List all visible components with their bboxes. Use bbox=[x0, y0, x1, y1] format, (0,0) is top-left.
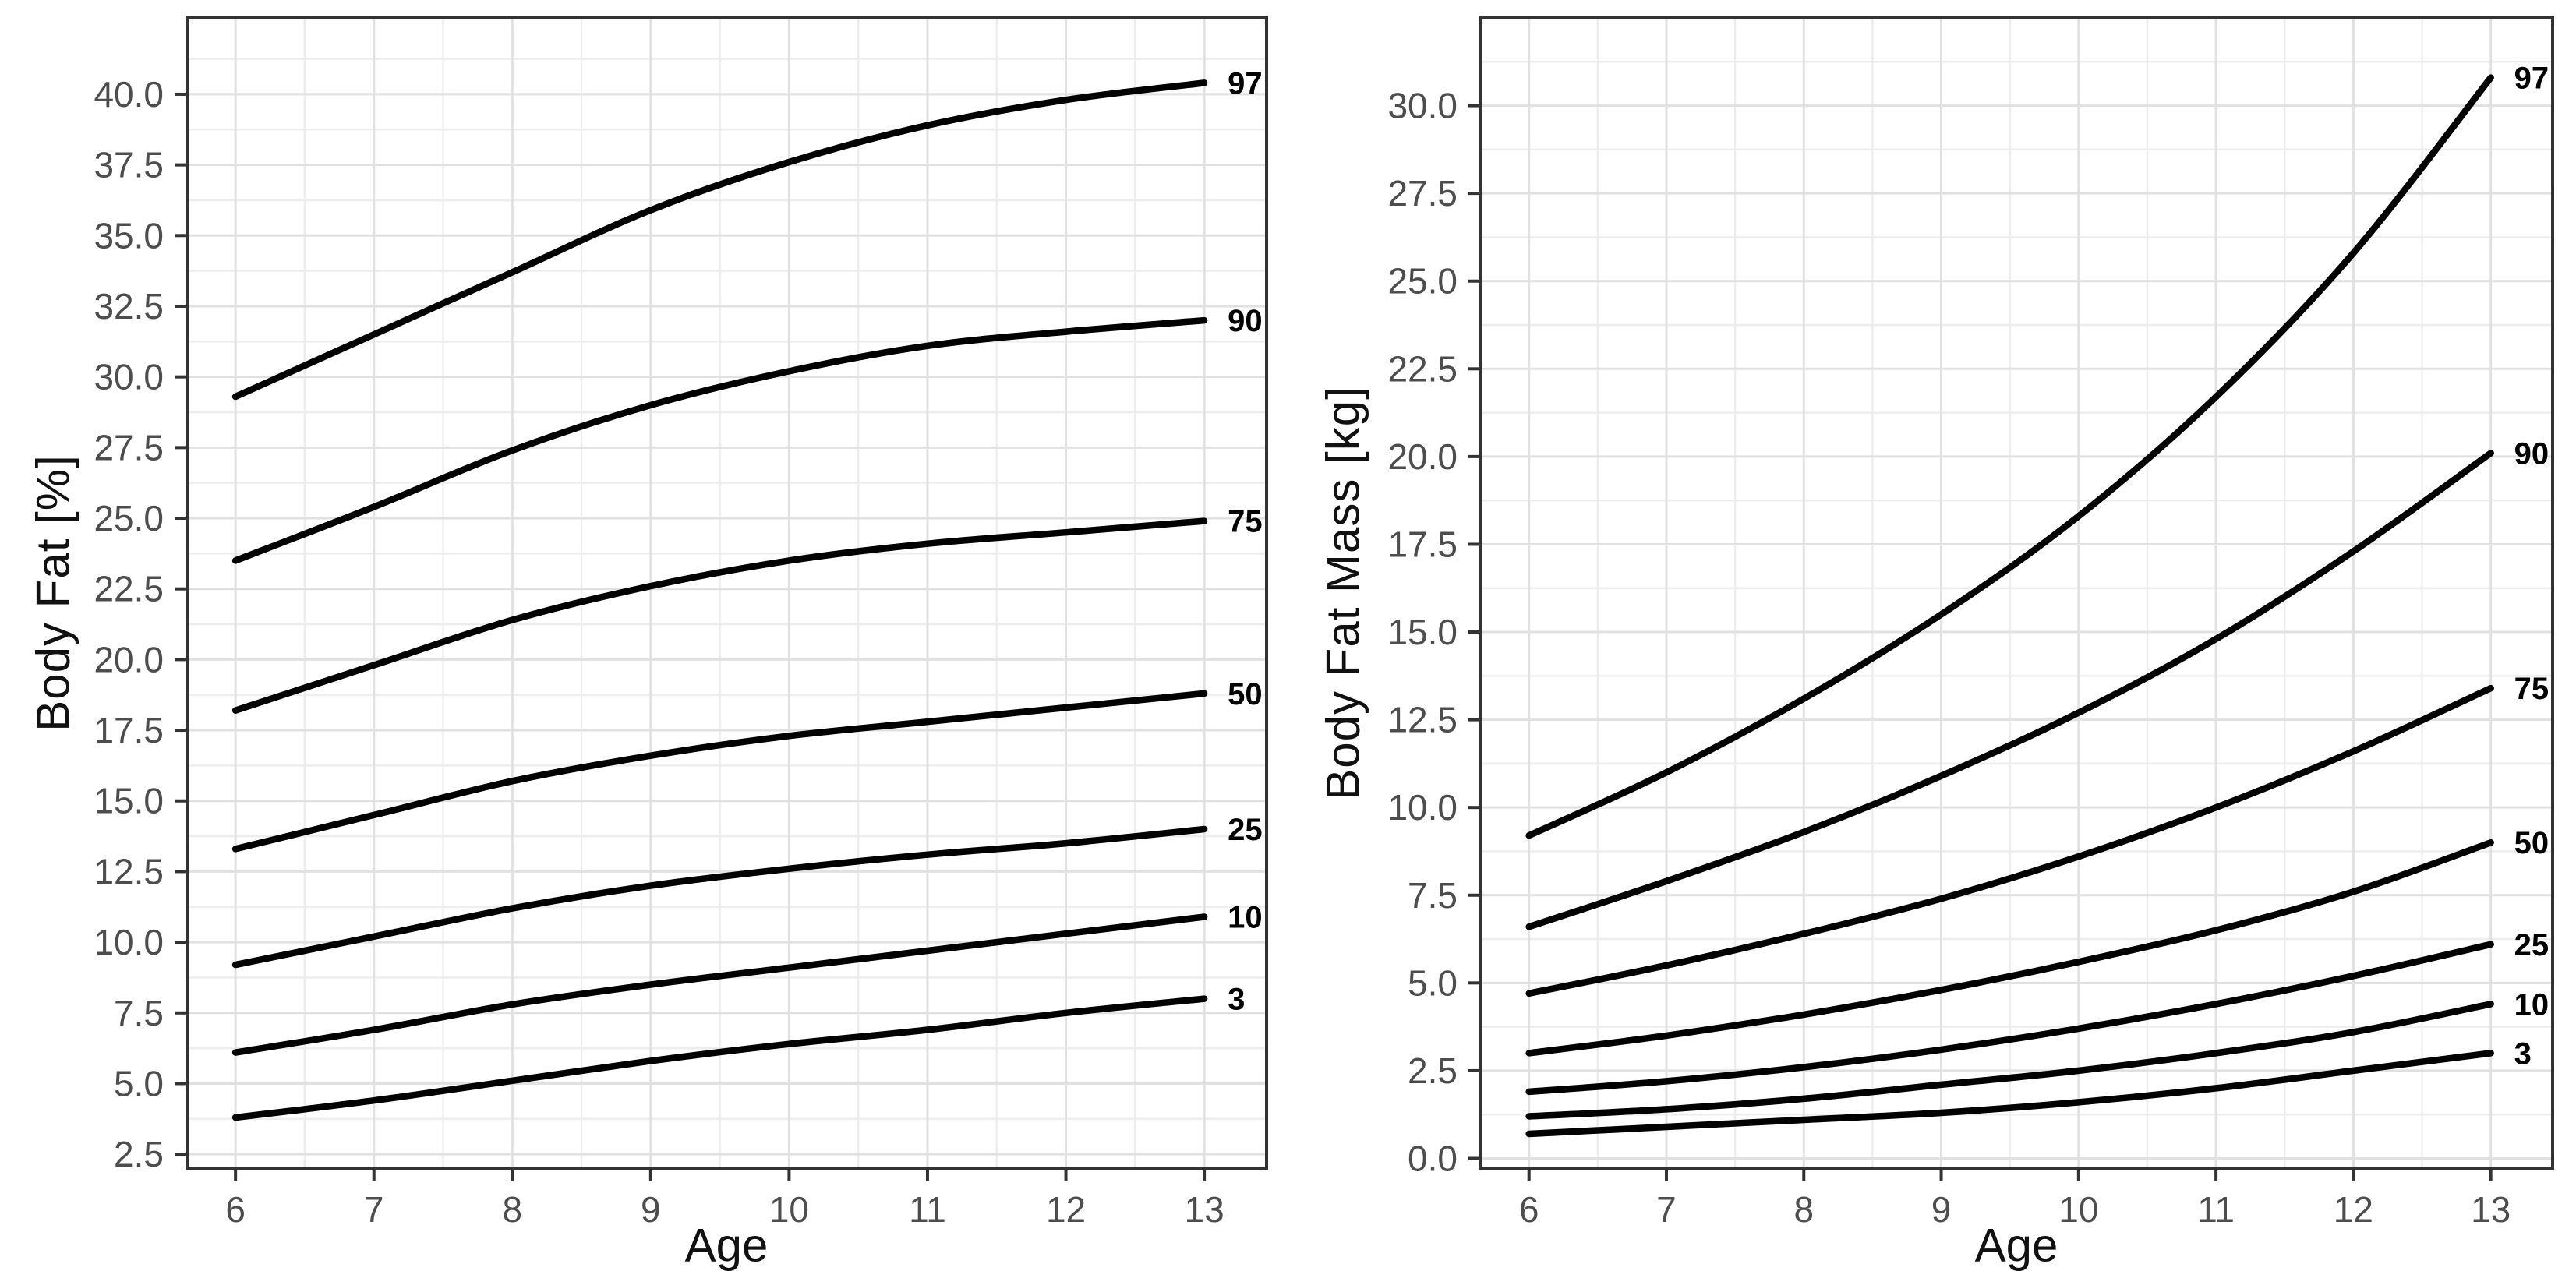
y-tick-label: 5.0 bbox=[1408, 962, 1458, 1003]
percentile-curve-97 bbox=[1525, 74, 2494, 839]
curve-label-75: 75 bbox=[1228, 505, 1263, 539]
body-fat-percent-plot-svg: 97907550251032.55.07.510.012.515.017.520… bbox=[94, 16, 1268, 1230]
y-tick-label: 20.0 bbox=[1387, 436, 1458, 477]
y-tick-label: 27.5 bbox=[1387, 173, 1458, 214]
curve-label-50: 50 bbox=[2514, 826, 2549, 860]
x-tick-label: 10 bbox=[769, 1189, 809, 1230]
curve-label-3: 3 bbox=[1228, 983, 1245, 1017]
percentile-curve-50 bbox=[1525, 839, 2494, 1057]
y-axis-title: Body Fat [%] bbox=[27, 454, 80, 732]
y-tick-label: 30.0 bbox=[1387, 86, 1458, 126]
x-tick-label: 7 bbox=[1656, 1189, 1677, 1230]
percentile-curve-3 bbox=[231, 995, 1208, 1121]
curve-label-75: 75 bbox=[2514, 672, 2549, 706]
percentile-curve-97 bbox=[231, 79, 1208, 401]
panel-border bbox=[1479, 16, 2554, 1170]
x-tick-label: 10 bbox=[2058, 1189, 2098, 1230]
y-tick-label: 20.0 bbox=[94, 639, 164, 680]
percentile-curve-50 bbox=[231, 690, 1208, 853]
y-tick-label: 22.5 bbox=[94, 569, 164, 609]
y-tick-label: 15.0 bbox=[1387, 612, 1458, 652]
percentile-curve-75 bbox=[231, 517, 1208, 714]
y-tick-label: 10.0 bbox=[1387, 787, 1458, 828]
curve-label-10: 10 bbox=[1228, 900, 1263, 934]
curve-label-25: 25 bbox=[1228, 813, 1263, 847]
y-tick-label: 12.5 bbox=[94, 851, 164, 891]
y-tick-label: 22.5 bbox=[1387, 348, 1458, 389]
x-tick-label: 12 bbox=[1046, 1189, 1086, 1230]
panel-border bbox=[186, 16, 1268, 1170]
percentile-curve-90 bbox=[1525, 450, 2494, 930]
x-tick-label: 6 bbox=[1519, 1189, 1539, 1230]
y-tick-label: 25.0 bbox=[1387, 261, 1458, 302]
y-tick-label: 0.0 bbox=[1408, 1138, 1458, 1178]
x-tick-label: 12 bbox=[2334, 1189, 2373, 1230]
x-tick-label: 9 bbox=[1931, 1189, 1952, 1230]
curve-label-97: 97 bbox=[1228, 66, 1263, 101]
y-tick-label: 37.5 bbox=[94, 145, 164, 185]
percentile-curve-90 bbox=[231, 316, 1208, 564]
x-tick-label: 11 bbox=[909, 1189, 946, 1230]
x-tick-label: 8 bbox=[502, 1189, 522, 1230]
body-fat-mass-chart: 97 90 75 50 25 10 3 0.0 2.5 5.0 7.5 10.0 12.5 15.0 17.… bbox=[1290, 0, 2576, 1271]
y-axis-title: Body Fat Mass [kg] bbox=[1316, 386, 1369, 800]
curve-label-50: 50 bbox=[1228, 677, 1263, 711]
curve-label-90: 90 bbox=[2514, 436, 2549, 471]
percentile-curve-25 bbox=[1525, 941, 2494, 1096]
y-tick-label: 5.0 bbox=[114, 1063, 164, 1103]
y-tick-label: 40.0 bbox=[94, 74, 164, 115]
y-tick-label: 15.0 bbox=[94, 781, 164, 821]
y-tick-label: 35.0 bbox=[94, 215, 164, 256]
y-tick-label: 10.0 bbox=[94, 922, 164, 962]
y-tick-label: 2.5 bbox=[1408, 1050, 1458, 1091]
curve-label-3: 3 bbox=[2514, 1036, 2532, 1071]
curve-label-97: 97 bbox=[2514, 62, 2549, 96]
x-axis-title: Age bbox=[684, 1219, 769, 1271]
x-tick-label: 13 bbox=[2471, 1189, 2511, 1230]
y-tick-label: 17.5 bbox=[94, 710, 164, 750]
curve-label-25: 25 bbox=[2514, 928, 2549, 962]
curve-label-10: 10 bbox=[2514, 987, 2549, 1022]
y-tick-label: 17.5 bbox=[1387, 524, 1458, 564]
x-axis-title: Age bbox=[1974, 1219, 2058, 1271]
y-tick-label: 12.5 bbox=[1387, 700, 1458, 740]
y-tick-label: 2.5 bbox=[114, 1134, 164, 1174]
y-tick-label: 32.5 bbox=[94, 286, 164, 327]
y-tick-label: 25.0 bbox=[94, 498, 164, 538]
percentile-curve-3 bbox=[1525, 1050, 2494, 1138]
x-tick-label: 11 bbox=[2197, 1189, 2235, 1230]
y-tick-label: 27.5 bbox=[94, 427, 164, 468]
x-tick-label: 9 bbox=[641, 1189, 661, 1230]
percentile-curve-10 bbox=[231, 913, 1208, 1056]
body-fat-percent-chart: 97 90 75 50 25 10 3 2.5 5.0 7.5 10.0 12.5 15.0 17.5 20… bbox=[0, 0, 1286, 1271]
x-tick-label: 13 bbox=[1185, 1189, 1224, 1230]
y-tick-label: 30.0 bbox=[94, 357, 164, 397]
x-tick-label: 7 bbox=[364, 1189, 384, 1230]
percentile-curve-25 bbox=[231, 825, 1208, 969]
x-tick-label: 8 bbox=[1793, 1189, 1814, 1230]
percentile-curve-10 bbox=[1525, 1001, 2494, 1120]
y-tick-label: 7.5 bbox=[1408, 875, 1458, 916]
body-fat-mass-plot-svg: 97907550251030.02.55.07.510.012.515.017.… bbox=[1387, 16, 2554, 1230]
percentile-curve-75 bbox=[1525, 684, 2494, 997]
x-tick-label: 6 bbox=[225, 1189, 246, 1230]
y-tick-label: 7.5 bbox=[114, 993, 164, 1033]
curve-label-90: 90 bbox=[1228, 304, 1263, 338]
